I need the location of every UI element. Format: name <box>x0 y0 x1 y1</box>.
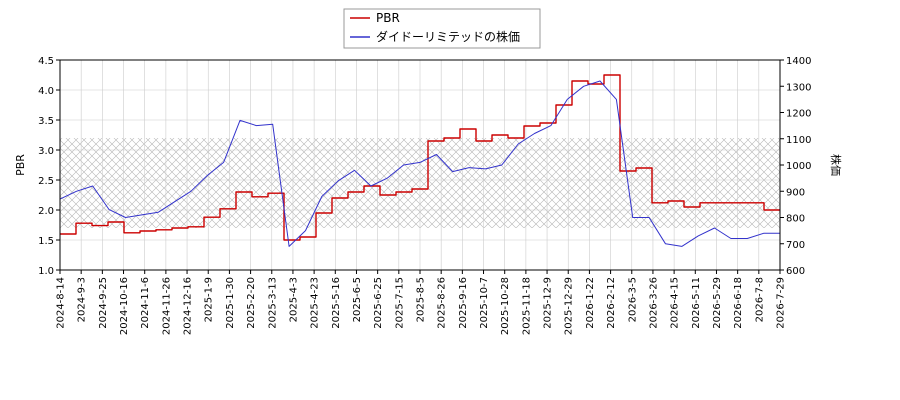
x-tick-label: 2025-1-30 <box>225 277 236 329</box>
left-axis-label: PBR <box>14 154 27 176</box>
x-tick-label: 2025-1-9 <box>204 277 215 322</box>
right-tick-label: 700 <box>786 240 805 251</box>
legend: PBR ダイドーリミテッドの株価 <box>343 8 541 49</box>
x-tick-label: 2025-3-13 <box>267 277 278 329</box>
right-tick-label: 1400 <box>786 56 811 67</box>
x-tick-label: 2026-5-29 <box>712 277 723 329</box>
right-axis-ticks: 600 700 800 900 1000 1100 1200 1300 1400 <box>780 56 811 277</box>
series-line-pbr <box>60 74 780 241</box>
legend-label-pbr: PBR <box>376 11 400 25</box>
x-tick-label: 2025-8-5 <box>416 277 427 322</box>
series-lines <box>60 74 780 247</box>
x-tick-label: 2025-10-28 <box>500 277 511 335</box>
left-axis-ticks: 1.0 1.5 2.0 2.5 3.0 3.5 4.0 4.5 <box>38 56 60 277</box>
left-tick-label: 3.0 <box>38 146 54 157</box>
x-tick-label: 2025-8-26 <box>437 277 448 329</box>
x-tick-label: 2026-1-22 <box>585 277 596 329</box>
x-tick-label: 2024-9-3 <box>77 277 88 322</box>
x-tick-label: 2024-8-14 <box>56 277 67 329</box>
x-tick-label: 2026-6-18 <box>733 277 744 329</box>
x-tick-label: 2025-4-3 <box>288 277 299 322</box>
legend-label-stock-price: ダイドーリミテッドの株価 <box>376 29 520 44</box>
right-tick-label: 1100 <box>786 135 811 146</box>
x-tick-label: 2025-6-25 <box>373 277 384 329</box>
x-tick-label: 2025-12-9 <box>543 277 554 329</box>
x-tick-label: 2026-4-15 <box>670 277 681 329</box>
x-tick-label: 2026-3-26 <box>648 277 659 329</box>
series-line-stock-price <box>60 80 780 247</box>
right-axis-label: 株価 <box>829 154 843 176</box>
right-tick-label: 1300 <box>786 82 811 93</box>
x-tick-label: 2025-10-7 <box>479 277 490 329</box>
x-tick-label: 2025-9-16 <box>458 277 469 329</box>
x-tick-label: 2024-11-6 <box>140 277 151 329</box>
left-tick-label: 1.5 <box>38 236 54 247</box>
legend-box <box>343 8 541 49</box>
right-tick-label: 1200 <box>786 109 811 120</box>
x-axis-ticks: 2024-8-14 2024-9-3 2024-9-25 2024-10-16 2024… <box>56 270 787 335</box>
x-tick-label: 2025-11-18 <box>521 277 532 335</box>
x-tick-label: 2025-6-5 <box>352 277 363 322</box>
x-tick-label: 2024-9-25 <box>98 277 109 329</box>
x-tick-label: 2025-7-15 <box>394 277 405 329</box>
x-tick-label: 2024-11-26 <box>161 277 172 335</box>
x-tick-label: 2025-4-23 <box>310 277 321 329</box>
right-tick-label: 900 <box>786 187 805 198</box>
left-tick-label: 1.0 <box>38 266 54 277</box>
x-tick-label: 2026-3-5 <box>627 277 638 322</box>
x-tick-label: 2026-2-12 <box>606 277 617 329</box>
x-tick-label: 2026-5-11 <box>691 277 702 329</box>
right-tick-label: 800 <box>786 214 805 225</box>
x-tick-label: 2026-7-8 <box>754 277 765 322</box>
x-tick-label: 2024-12-16 <box>183 277 194 335</box>
left-tick-label: 2.0 <box>38 206 54 217</box>
left-tick-label: 4.5 <box>38 56 54 67</box>
x-tick-label: 2026-7-29 <box>776 277 787 329</box>
left-tick-label: 4.0 <box>38 86 54 97</box>
left-tick-label: 2.5 <box>38 176 54 187</box>
right-tick-label: 1000 <box>786 161 811 172</box>
right-tick-label: 600 <box>786 266 805 277</box>
x-tick-label: 2025-5-16 <box>331 277 342 329</box>
x-tick-label: 2025-12-29 <box>564 277 575 335</box>
left-tick-label: 3.5 <box>38 116 54 127</box>
x-tick-label: 2025-2-20 <box>246 277 257 329</box>
x-tick-label: 2024-10-16 <box>119 277 130 335</box>
